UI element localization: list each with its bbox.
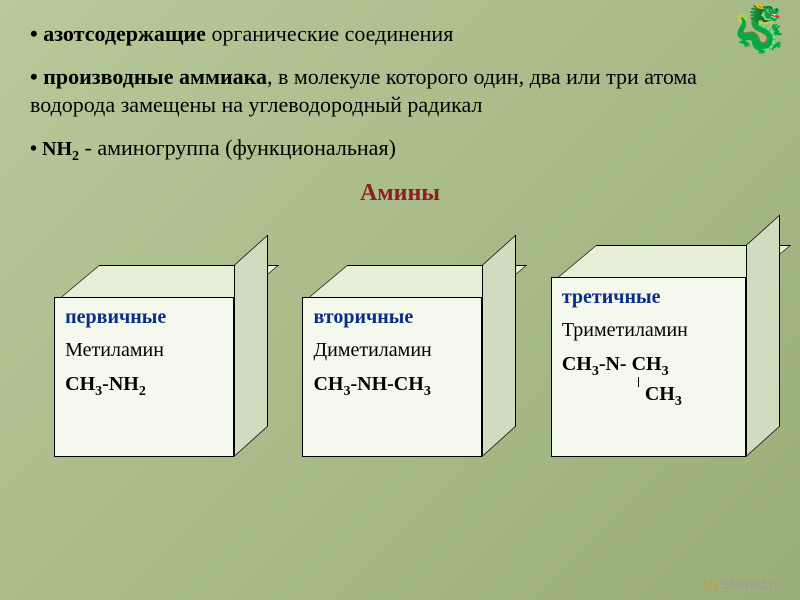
watermark-rest: Shared.ru — [721, 576, 782, 592]
bullet-2: производные аммиака, в молекуле которого… — [30, 63, 770, 120]
bond-line — [638, 377, 640, 387]
bullet-1-rest: органические соединения — [206, 21, 453, 46]
cube-side-face — [746, 214, 780, 457]
bullet-3-prefix: NH — [42, 138, 72, 160]
cube-name: Диметиламин — [313, 339, 471, 362]
cubes-row: первичные Метиламин CH3-NH2 вторичные Ди… — [0, 217, 800, 477]
cube-formula: CH3-NH-CH3 — [313, 372, 471, 401]
bullet-3-rest: - аминогруппа (функциональная) — [79, 135, 396, 160]
bullet-2-bold: производные аммиака — [43, 64, 267, 89]
cube-front-face: первичные Метиламин CH3-NH2 — [54, 297, 234, 457]
bullet-1-bold: азотсодержащие — [43, 21, 206, 46]
bullet-3-sub: 2 — [72, 149, 79, 164]
cube-side-face — [482, 234, 516, 457]
cube-formula: CH3-NH2 — [65, 372, 223, 401]
bullet-3: NH2 - аминогруппа (функциональная) — [30, 134, 770, 166]
bullet-1: азотсодержащие органические соединения — [30, 20, 770, 49]
cube-label: третичные — [562, 286, 735, 309]
cube-secondary: вторичные Диметиламин CH3-NH-CH3 — [302, 297, 482, 457]
cube-front-face: вторичные Диметиламин CH3-NH-CH3 — [302, 297, 482, 457]
cube-formula-extra: CH3 — [562, 383, 735, 410]
cube-label: вторичные — [313, 306, 471, 329]
text-content: азотсодержащие органические соединения п… — [0, 0, 800, 207]
cube-tertiary: третичные Триметиламин CH3-N- CH3 CH3 — [551, 277, 746, 457]
cube-name: Триметиламин — [562, 319, 735, 342]
section-title: Амины — [30, 180, 770, 207]
watermark: MyShared.ru — [702, 576, 782, 592]
cube-primary: первичные Метиламин CH3-NH2 — [54, 297, 234, 457]
watermark-prefix: My — [702, 576, 721, 592]
cube-label: первичные — [65, 306, 223, 329]
cube-formula: CH3-N- CH3 — [562, 352, 735, 381]
cube-front-face: третичные Триметиламин CH3-N- CH3 CH3 — [551, 277, 746, 457]
cube-name: Метиламин — [65, 339, 223, 362]
cube-side-face — [234, 234, 268, 457]
extra-formula-text: CH3 — [645, 383, 682, 405]
dragon-icon: 🐉 — [730, 5, 790, 53]
